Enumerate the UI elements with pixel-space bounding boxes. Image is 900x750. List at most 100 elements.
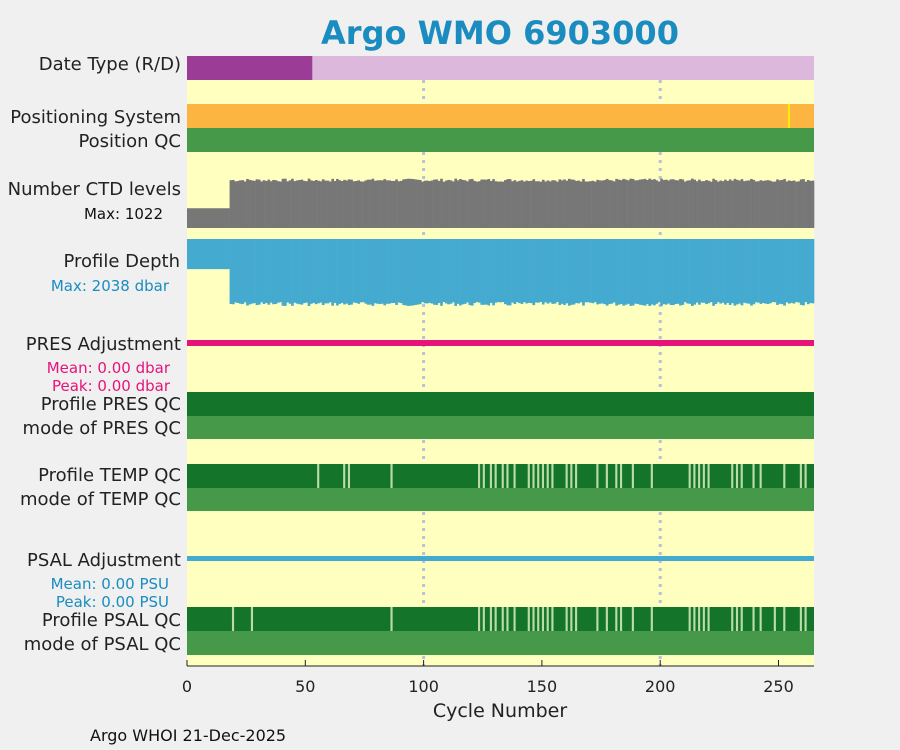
profile-pres-qc-bar [187, 392, 814, 416]
ctd-levels-bar [357, 180, 361, 228]
ctd-levels-bar [231, 179, 235, 228]
ctd-levels-bar [385, 180, 389, 228]
ctd-levels-bar [650, 179, 654, 228]
ctd-levels-bar [267, 179, 271, 228]
profile-depth-bar [321, 239, 325, 306]
profile-depth-bar [525, 239, 529, 304]
profile-depth-bar [385, 239, 389, 304]
ctd-levels-bar [679, 178, 682, 228]
profile-depth-bar [359, 239, 363, 303]
profile-depth-bar [608, 239, 611, 305]
ctd-levels-bar [662, 179, 666, 228]
profile-depth-bar [624, 239, 628, 305]
profile-depth-bar [705, 239, 708, 305]
ctd-levels-bar [284, 178, 287, 228]
profile-depth-bar [601, 239, 604, 304]
ctd-levels-bar [234, 181, 237, 228]
profile-temp-qc-bar-gap [317, 464, 320, 488]
label-psal-peak: Peak: 0.00 PSU [56, 593, 169, 611]
ctd-levels-bar [721, 181, 725, 228]
ctd-levels-bar [792, 180, 796, 228]
profile-depth-bar [229, 239, 233, 304]
ctd-levels-bar [558, 179, 562, 228]
ctd-levels-bar [731, 180, 734, 228]
profile-depth-bar [802, 239, 805, 306]
ctd-levels-bar [570, 179, 573, 228]
ctd-levels-bar [802, 179, 805, 228]
ctd-levels-bar [589, 181, 592, 228]
profile-psal-qc-bar-gap [565, 607, 568, 631]
ctd-levels-bar [447, 179, 450, 228]
ctd-levels-bar [622, 178, 626, 228]
ctd-levels-bar [563, 179, 566, 228]
ctd-levels-bar [686, 180, 689, 228]
ctd-levels-bar [790, 181, 794, 228]
ctd-levels-bar [608, 180, 611, 228]
profile-depth-bar [482, 239, 486, 305]
profile-depth-bar [425, 239, 429, 304]
ctd-levels-bar [695, 181, 699, 228]
profile-depth-bar [735, 239, 739, 305]
profile-psal-qc-bar-gap [693, 607, 696, 631]
profile-depth-bar [553, 239, 557, 304]
ctd-levels-bar [584, 181, 588, 228]
ctd-levels-bar [371, 178, 375, 228]
ctd-levels-bar [281, 178, 285, 228]
profile-depth-bar [605, 239, 609, 306]
profile-depth-bar [743, 239, 746, 303]
label-psal-adjustment: PSAL Adjustment [27, 550, 181, 571]
profile-depth-bar [598, 239, 602, 304]
ctd-levels-bar [733, 178, 737, 228]
ctd-levels-bar [688, 180, 692, 228]
profile-temp-qc-bar-gap [347, 464, 351, 488]
profile-depth-bar [575, 239, 578, 304]
profile-depth-bar [795, 239, 798, 303]
profile-depth-bar [338, 239, 342, 304]
profile-depth-bar [719, 239, 723, 304]
ctd-levels-bar [416, 179, 420, 228]
profile-depth-bar [615, 239, 618, 306]
ctd-levels-bar [655, 180, 659, 228]
ctd-levels-bar [487, 179, 491, 228]
profile-depth-bar [709, 239, 713, 303]
label-positioning-system: Positioning System [10, 107, 181, 128]
ctd-levels-bar [579, 181, 583, 228]
profile-temp-qc-bar-gap [688, 464, 691, 488]
profile-depth-bar [707, 239, 711, 304]
profile-depth-bar [444, 239, 448, 304]
profile-temp-qc-bar-gap [735, 464, 739, 488]
ctd-levels-bar [605, 178, 609, 228]
ctd-levels-bar [378, 180, 382, 228]
ctd-levels-bar [324, 180, 327, 228]
footer-credit: Argo WHOI 21-Dec-2025 [90, 726, 286, 745]
ctd-levels-bar [513, 180, 517, 228]
profile-depth-bar [655, 239, 659, 304]
profile-depth-bar [489, 239, 493, 303]
ctd-levels-bar [298, 180, 301, 228]
profile-depth-bar [577, 239, 581, 304]
profile-temp-qc-bar-gap [551, 464, 554, 488]
profile-depth-bar [764, 239, 767, 304]
profile-depth-bar [683, 239, 687, 303]
profile-depth-bar [236, 239, 240, 303]
ctd-levels-bar [617, 179, 621, 228]
profile-temp-qc-bar-gap [489, 464, 492, 488]
profile-depth-bar [272, 239, 275, 305]
ctd-levels-bar [769, 180, 772, 228]
profile-temp-qc-bar-gap [596, 464, 599, 488]
profile-depth-bar [766, 239, 770, 305]
ctd-levels-bar [468, 179, 472, 228]
ctd-levels-bar [719, 180, 723, 228]
ctd-levels-bar [255, 179, 259, 228]
ctd-levels-bar [364, 180, 368, 228]
profile-psal-qc-bar-gap [231, 607, 235, 631]
ctd-levels-bar [593, 181, 597, 228]
profile-depth-bar [811, 239, 815, 304]
profile-psal-qc-bar-gap [731, 607, 734, 631]
ctd-levels-bar [551, 180, 555, 228]
ctd-levels-bar [575, 180, 578, 228]
profile-depth-bar [328, 239, 332, 303]
ctd-levels-bar [757, 181, 760, 228]
profile-depth-bar [702, 239, 706, 303]
profile-depth-bar [570, 239, 573, 305]
